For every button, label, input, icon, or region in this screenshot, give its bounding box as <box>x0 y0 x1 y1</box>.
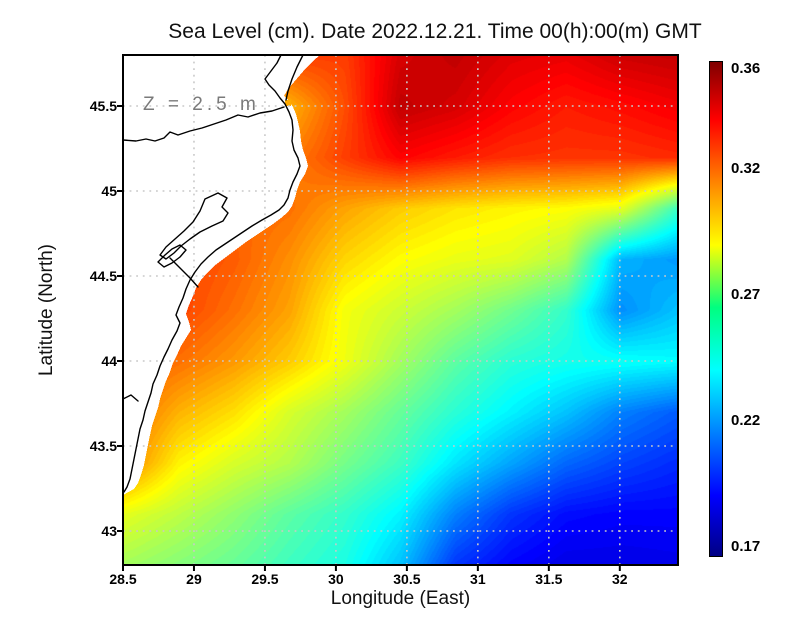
x-tick-label: 28.5 <box>109 571 137 587</box>
sea-level-field-heatmap <box>123 55 678 565</box>
x-tick-label: 30 <box>328 571 344 587</box>
colorbar-tick-label: 0.22 <box>731 412 761 430</box>
y-tick-label: 43.5 <box>89 438 117 454</box>
x-tick-label: 31.5 <box>535 571 563 587</box>
x-tick-label: 29 <box>186 571 202 587</box>
colorbar-tick-label: 0.17 <box>731 537 761 555</box>
x-tick-label: 32 <box>612 571 628 587</box>
colorbar-gradient <box>709 61 723 557</box>
y-tick-label: 44 <box>101 353 117 369</box>
plot-title: Sea Level (cm). Date 2022.12.21. Time 00… <box>168 20 702 43</box>
depth-annotation: Z = 2.5 m <box>143 94 260 115</box>
x-tick-label: 31 <box>470 571 486 587</box>
colorbar-tick-label: 0.36 <box>731 59 761 77</box>
x-tick-label: 29.5 <box>251 571 279 587</box>
y-axis-label: Latitude (North) <box>36 243 57 377</box>
y-tick-label: 45.5 <box>89 98 117 114</box>
y-tick-label: 45 <box>101 183 117 199</box>
x-axis-label: Longitude (East) <box>330 588 471 609</box>
y-tick-label: 43 <box>101 523 117 539</box>
x-tick-label: 30.5 <box>393 571 421 587</box>
colorbar-tick-label: 0.32 <box>731 160 761 178</box>
colorbar-tick-label: 0.27 <box>731 286 761 304</box>
y-tick-label: 44.5 <box>89 268 117 284</box>
